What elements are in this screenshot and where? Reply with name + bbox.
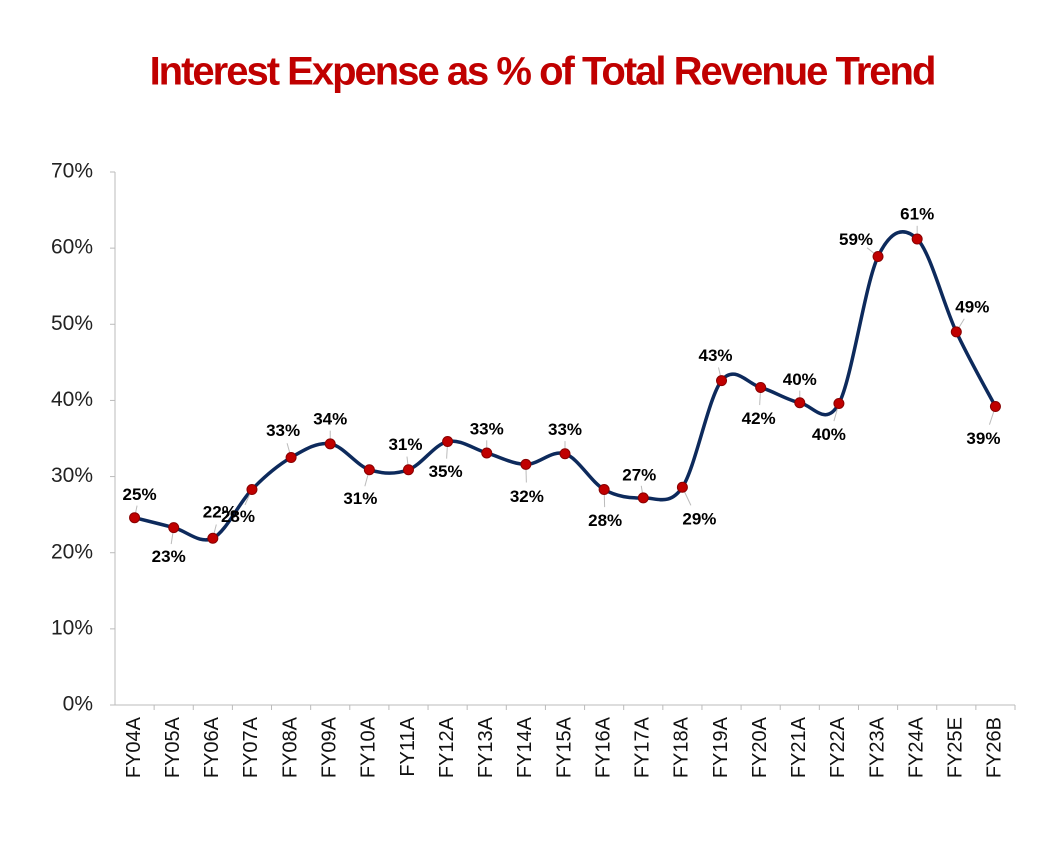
marker bbox=[637, 492, 649, 504]
y-tick-label: 60% bbox=[51, 236, 93, 259]
marker bbox=[950, 326, 962, 338]
x-tick-label: FY04A bbox=[123, 716, 145, 778]
marker bbox=[442, 436, 454, 448]
x-tick-label: FY24A bbox=[905, 716, 927, 778]
data-label: 28% bbox=[221, 507, 255, 526]
data-label: 22% bbox=[203, 503, 237, 522]
data-label: 49% bbox=[955, 297, 989, 316]
data-label: 59% bbox=[839, 230, 873, 249]
marker bbox=[989, 401, 1001, 413]
x-tick-label: FY21A bbox=[788, 716, 810, 778]
marker bbox=[363, 464, 375, 476]
x-tick-label: FY10A bbox=[358, 716, 380, 778]
marker bbox=[598, 484, 610, 496]
x-tick-label: FY26B bbox=[984, 717, 1006, 778]
marker bbox=[129, 512, 141, 524]
data-label: 42% bbox=[742, 409, 776, 428]
marker bbox=[207, 532, 219, 544]
marker bbox=[324, 438, 336, 450]
marker bbox=[402, 464, 414, 476]
x-tick-label: FY06A bbox=[201, 716, 223, 778]
data-label: 25% bbox=[123, 485, 157, 504]
data-label: 33% bbox=[548, 420, 582, 439]
data-label: 61% bbox=[900, 204, 934, 223]
x-tick-label: FY07A bbox=[240, 716, 262, 778]
x-tick-label: FY23A bbox=[866, 716, 888, 778]
data-label: 28% bbox=[588, 511, 622, 530]
marker bbox=[246, 484, 258, 496]
data-label: 27% bbox=[622, 465, 656, 484]
x-tick-label: FY11A bbox=[397, 716, 419, 776]
data-label: 31% bbox=[343, 489, 377, 508]
x-tick-label: FY19A bbox=[710, 716, 732, 778]
marker bbox=[481, 447, 493, 459]
y-tick-label: 10% bbox=[51, 616, 93, 639]
chart-title: Interest Expense as % of Total Revenue T… bbox=[150, 50, 935, 94]
data-label: 29% bbox=[682, 510, 716, 529]
marker bbox=[285, 452, 297, 464]
x-tick-label: FY12A bbox=[436, 716, 458, 778]
y-tick-label: 0% bbox=[63, 693, 93, 716]
y-tick-label: 40% bbox=[51, 388, 93, 411]
x-tick-label: FY08A bbox=[279, 716, 301, 778]
line bbox=[134, 230, 997, 542]
x-tick-label: FY25E bbox=[945, 717, 967, 778]
data-label: 39% bbox=[966, 429, 1000, 448]
y-tick-label: 30% bbox=[51, 464, 93, 487]
x-tick-label: FY20A bbox=[749, 716, 771, 778]
marker bbox=[833, 397, 845, 409]
marker bbox=[520, 458, 532, 470]
marker bbox=[168, 522, 180, 534]
marker bbox=[716, 375, 728, 387]
marker bbox=[755, 381, 767, 393]
marker bbox=[794, 397, 806, 409]
x-tick-label: FY22A bbox=[827, 716, 849, 778]
data-label: 31% bbox=[388, 435, 422, 454]
data-label: 40% bbox=[783, 370, 817, 389]
x-tick-label: FY15A bbox=[553, 716, 575, 778]
data-label: 32% bbox=[510, 487, 544, 506]
data-label: 43% bbox=[699, 346, 733, 365]
x-tick-label: FY13A bbox=[475, 716, 497, 778]
x-tick-label: FY17A bbox=[632, 716, 654, 778]
data-label: 34% bbox=[313, 409, 347, 428]
data-label: 33% bbox=[266, 421, 300, 440]
x-tick-label: FY05A bbox=[162, 716, 184, 778]
x-tick-label: FY14A bbox=[514, 716, 536, 778]
x-tick-label: FY09A bbox=[318, 716, 340, 778]
marker bbox=[676, 481, 688, 493]
y-tick-label: 20% bbox=[51, 540, 93, 563]
x-tick-label: FY18A bbox=[671, 716, 693, 778]
data-label: 33% bbox=[470, 419, 504, 438]
marker bbox=[911, 233, 923, 245]
data-label: 40% bbox=[812, 425, 846, 444]
x-tick-label: FY16A bbox=[592, 716, 614, 778]
data-label: 35% bbox=[429, 462, 463, 481]
marker bbox=[872, 251, 884, 263]
data-label: 23% bbox=[152, 547, 186, 566]
marker bbox=[559, 448, 571, 460]
y-tick-label: 70% bbox=[51, 160, 93, 183]
y-tick-label: 50% bbox=[51, 312, 93, 335]
